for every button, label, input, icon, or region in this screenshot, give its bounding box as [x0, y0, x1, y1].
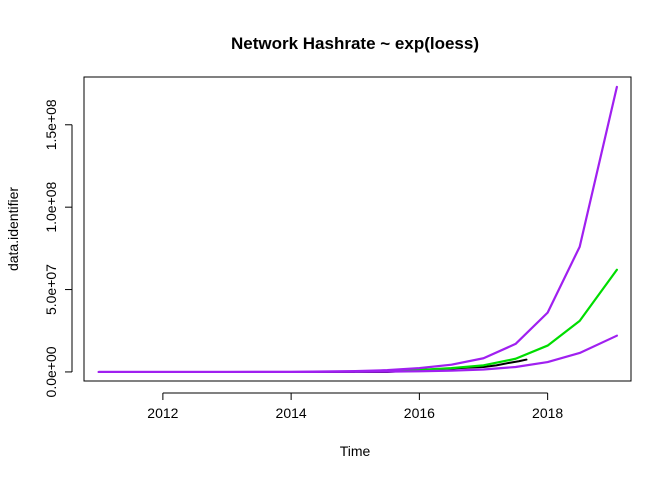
- y-tick-label: 5.0e+07: [43, 264, 59, 315]
- x-tick-label: 2016: [404, 405, 435, 421]
- x-axis: 2012 2014 2016 2018: [147, 392, 563, 421]
- y-tick-label: 1.5e+08: [43, 99, 59, 150]
- series-line-3: [97, 85, 618, 374]
- chart-title: Network Hashrate ~ exp(loess): [231, 34, 479, 53]
- x-tick-label: 2018: [532, 405, 563, 421]
- x-axis-label: Time: [340, 443, 371, 459]
- series-layer: [97, 85, 618, 374]
- y-tick-label: 0.0e+00: [43, 346, 59, 397]
- series-line-4: [97, 334, 618, 374]
- y-axis: 0.0e+00 5.0e+07 1.0e+08 1.5e+08: [43, 99, 73, 397]
- y-tick-label: 1.0e+08: [43, 181, 59, 232]
- y-axis-label: data.identifier: [5, 187, 21, 271]
- x-tick-label: 2012: [147, 405, 178, 421]
- x-tick-label: 2014: [276, 405, 307, 421]
- plot-box: [83, 76, 632, 382]
